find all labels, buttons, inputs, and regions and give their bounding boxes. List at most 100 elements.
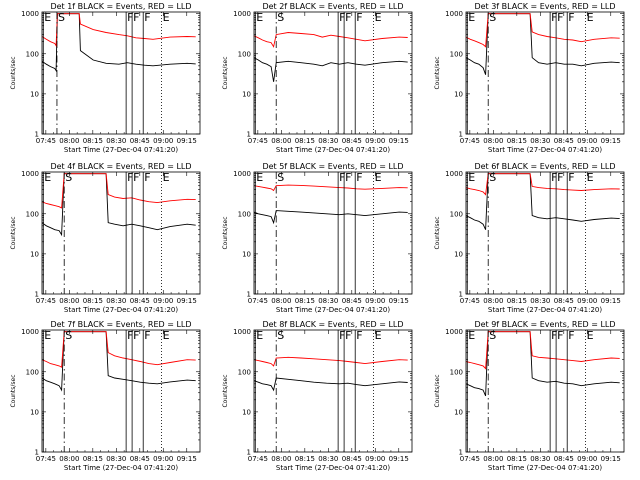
y-tick-label: 100 (238, 368, 251, 376)
x-tick-label: 08:45 (554, 455, 574, 463)
series-line-black (254, 377, 408, 392)
x-tick-label: 09:15 (601, 455, 621, 463)
event-label: E (44, 329, 51, 342)
series-line-red (254, 356, 408, 367)
event-label: E (587, 11, 594, 24)
plot-frame (41, 329, 201, 453)
event-label: E (375, 329, 382, 342)
y-axis-label: Counts/sec (10, 216, 17, 249)
event-label: E (587, 171, 594, 184)
x-tick-label: 08:30 (530, 137, 550, 145)
x-tick-label: 08:15 (295, 137, 315, 145)
x-axis-label: Start Time (27-Dec-04 07:41:20) (64, 464, 178, 472)
x-tick-label: 08:30 (318, 455, 338, 463)
event-label: F (144, 329, 150, 342)
event-label: E (163, 329, 170, 342)
event-label: S (277, 329, 284, 342)
event-label: F (339, 329, 345, 342)
event-label: E (256, 329, 263, 342)
x-tick-label: 09:15 (389, 455, 409, 463)
event-label: F (551, 329, 557, 342)
x-tick-label: 07:45 (460, 297, 480, 305)
y-axis-label: Counts/sec (434, 56, 441, 89)
series-line-black (466, 331, 620, 397)
series-line-black (254, 210, 408, 225)
y-tick-label: 1 (35, 291, 39, 299)
y-tick-label: 10 (30, 250, 39, 258)
x-tick-label: 08:00 (483, 137, 503, 145)
y-tick-label: 10 (242, 90, 251, 98)
x-tick-label: 09:00 (365, 455, 385, 463)
y-tick-label: 10 (454, 250, 463, 258)
event-label: F (127, 171, 133, 184)
plot-frame (253, 329, 413, 453)
event-label: E (163, 11, 170, 24)
y-tick-label: 1 (35, 131, 39, 139)
chart-title: Det 8f BLACK = Events, RED = LLD (262, 320, 403, 329)
event-label: F (133, 171, 139, 184)
event-label: F (356, 11, 362, 24)
y-tick-label: 1000 (21, 170, 39, 178)
x-axis-label: Start Time (27-Dec-04 07:41:20) (276, 146, 390, 154)
event-label: S (65, 171, 72, 184)
y-tick-label: 1000 (21, 328, 39, 336)
event-label: F (133, 11, 139, 24)
event-label: S (489, 329, 496, 342)
x-tick-label: 08:45 (130, 455, 150, 463)
event-label: F (557, 171, 563, 184)
x-tick-label: 08:30 (530, 297, 550, 305)
x-tick-label: 09:00 (577, 297, 597, 305)
x-tick-label: 08:00 (483, 455, 503, 463)
x-tick-label: 08:00 (59, 455, 79, 463)
series-line-black (42, 13, 196, 73)
y-tick-label: 10 (30, 408, 39, 416)
y-tick-label: 1000 (445, 170, 463, 178)
y-tick-label: 10 (454, 90, 463, 98)
x-tick-label: 09:15 (389, 297, 409, 305)
series-line-black (466, 13, 620, 75)
x-axis-label: Start Time (27-Dec-04 07:41:20) (64, 306, 178, 314)
event-label: F (568, 171, 574, 184)
x-tick-label: 07:45 (460, 137, 480, 145)
y-axis-label: Counts/sec (10, 56, 17, 89)
event-label: E (375, 11, 382, 24)
x-tick-label: 08:30 (106, 297, 126, 305)
x-tick-label: 07:45 (36, 455, 56, 463)
x-tick-label: 09:00 (365, 137, 385, 145)
y-tick-label: 10 (242, 250, 251, 258)
x-tick-label: 07:45 (36, 137, 56, 145)
x-tick-label: 08:00 (271, 137, 291, 145)
series-line-red (466, 331, 620, 370)
y-tick-label: 100 (26, 50, 39, 58)
y-tick-label: 1000 (21, 10, 39, 18)
x-tick-label: 08:15 (507, 137, 527, 145)
x-tick-label: 08:15 (83, 137, 103, 145)
x-tick-label: 09:00 (577, 455, 597, 463)
event-label: F (551, 11, 557, 24)
event-label: F (127, 11, 133, 24)
y-axis-label: Counts/sec (434, 216, 441, 249)
x-tick-label: 09:15 (177, 137, 197, 145)
series-line-red (254, 184, 408, 192)
event-label: F (557, 329, 563, 342)
x-tick-label: 08:15 (295, 297, 315, 305)
x-tick-label: 08:00 (271, 455, 291, 463)
y-axis-label: Counts/sec (222, 216, 229, 249)
x-tick-label: 08:15 (295, 455, 315, 463)
x-tick-label: 09:00 (577, 137, 597, 145)
x-axis-label: Start Time (27-Dec-04 07:41:20) (488, 146, 602, 154)
plot-frame (465, 329, 625, 453)
x-tick-label: 09:00 (365, 297, 385, 305)
x-tick-label: 08:00 (59, 137, 79, 145)
y-tick-label: 1000 (445, 328, 463, 336)
x-tick-label: 08:45 (342, 137, 362, 145)
series-line-red (42, 331, 196, 368)
y-tick-label: 1 (459, 131, 463, 139)
event-label: F (568, 11, 574, 24)
series-line-red (254, 32, 408, 48)
